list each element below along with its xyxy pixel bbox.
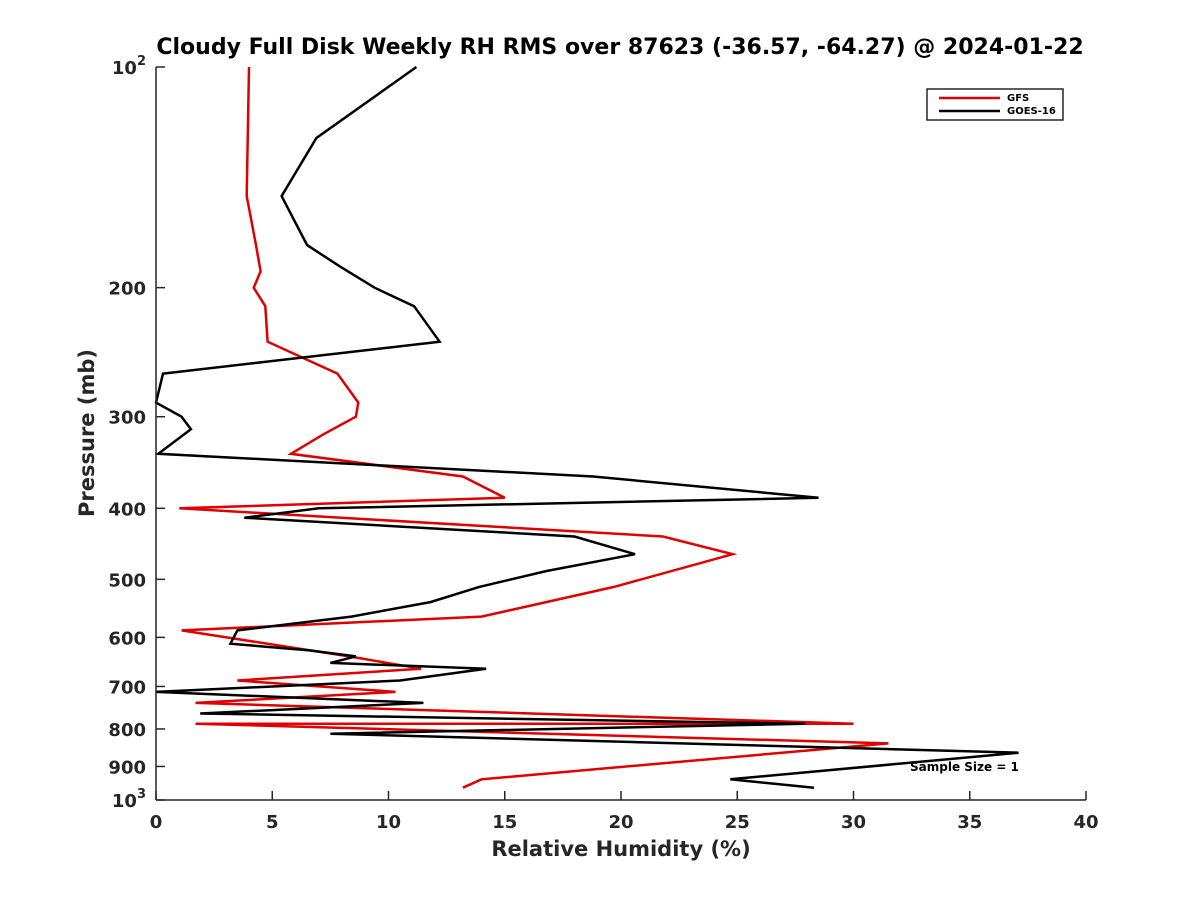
y-tick-label: 400 — [108, 499, 146, 520]
x-tick-label: 15 — [492, 812, 517, 833]
y-ticks: 102 200 300 400 500 600 700 800 900 103 — [108, 54, 165, 812]
x-tick-label: 0 — [150, 812, 163, 833]
legend-label-goes16: GOES-16 — [1007, 106, 1056, 117]
series-line-gfs — [179, 66, 889, 789]
y-tick-label: 102 — [112, 54, 146, 79]
y-tick-label: 103 — [112, 787, 146, 812]
y-tick-label: 900 — [108, 757, 146, 778]
x-tick-label: 40 — [1073, 812, 1098, 833]
y-tick-label: 700 — [108, 677, 146, 698]
y-tick-label: 300 — [108, 408, 146, 429]
y-axis-label: Pressure (mb) — [75, 349, 99, 517]
sample-size-annotation: Sample Size = 1 — [910, 760, 1019, 774]
x-ticks: 0 5 10 15 20 25 30 35 40 — [150, 791, 1099, 833]
series-layer — [154, 65, 1019, 789]
x-tick-label: 20 — [608, 812, 633, 833]
x-tick-label: 25 — [725, 812, 750, 833]
series-line-goes16 — [154, 65, 1019, 789]
x-axis-label: Relative Humidity (%) — [491, 837, 750, 861]
x-tick-label: 30 — [841, 812, 866, 833]
legend-label-gfs: GFS — [1007, 93, 1029, 104]
y-tick-label: 500 — [108, 570, 146, 591]
y-tick-label: 800 — [108, 720, 146, 741]
x-tick-label: 35 — [957, 812, 982, 833]
legend-box — [926, 88, 1064, 121]
chart-title: Cloudy Full Disk Weekly RH RMS over 8762… — [156, 35, 1083, 60]
x-tick-label: 5 — [266, 812, 279, 833]
x-tick-label: 10 — [376, 812, 401, 833]
y-tick-label: 200 — [108, 279, 146, 300]
y-tick-label: 600 — [108, 628, 146, 649]
legend: GFS GOES-16 — [926, 88, 1064, 121]
